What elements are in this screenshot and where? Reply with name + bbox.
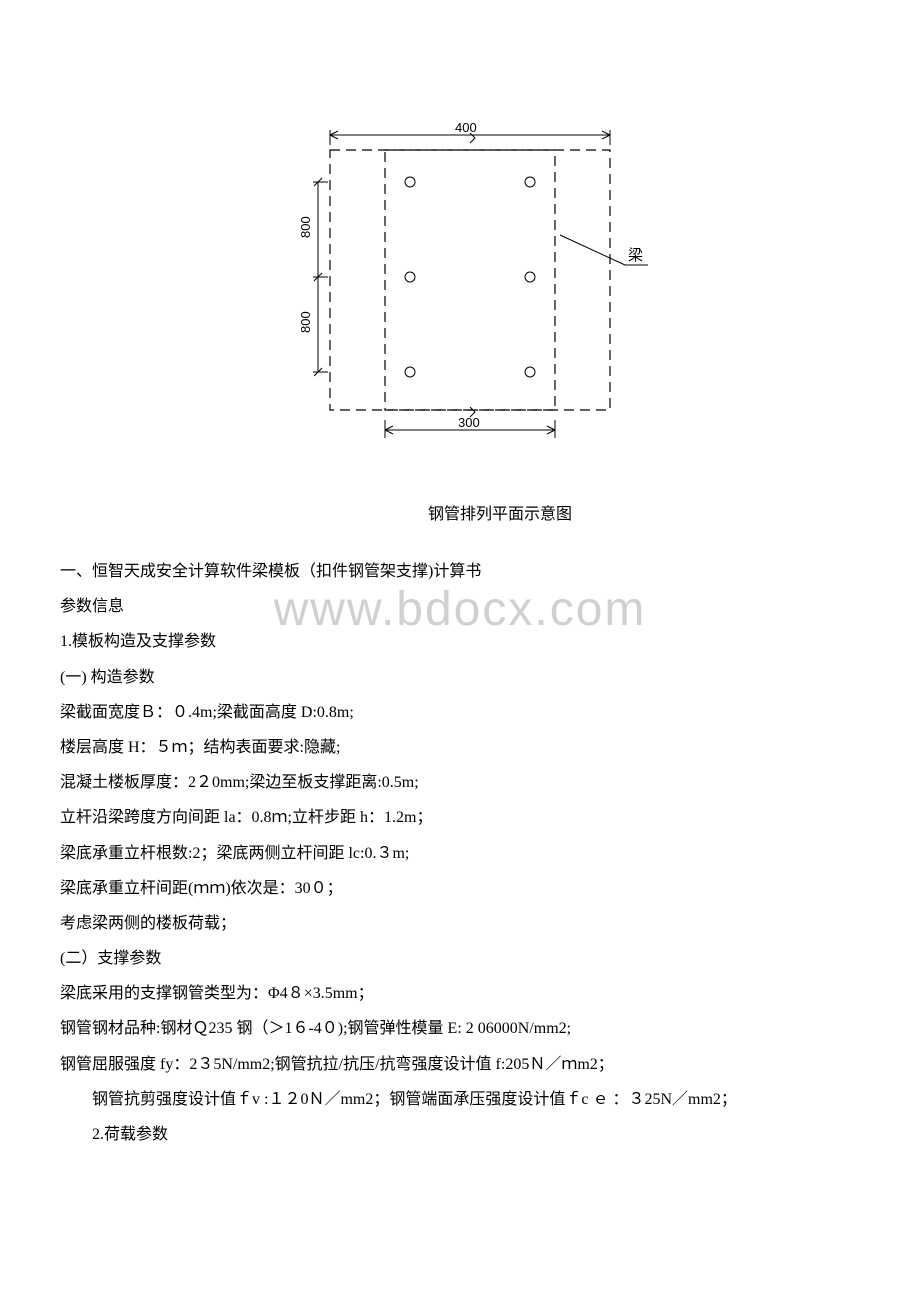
section-2-heading: 2.荷载参数: [60, 1117, 860, 1152]
diagram-container: 400 800 800: [60, 120, 860, 460]
param-line: 梁底采用的支撑钢管类型为：Φ4８×3.5mm；: [60, 976, 860, 1011]
diagram-caption: 钢管排列平面示意图: [140, 500, 860, 524]
param-info: 参数信息: [60, 589, 860, 624]
param-line: 钢管抗剪强度设计值ｆv :１２0Ｎ／mm2；钢管端面承压强度设计值ｆc ｅ ：３…: [60, 1082, 860, 1117]
document-content: 一、恒智天成安全计算软件梁模板（扣件钢管架支撑)计算书 参数信息 1.模板构造及…: [60, 554, 860, 1152]
dim-bottom: 300: [458, 415, 480, 430]
section-1-heading: 1.模板构造及支撑参数: [60, 624, 860, 659]
dim-left-2: 800: [298, 311, 313, 333]
param-line: 梁底承重立杆间距(ｍｍ)依次是：30０；: [60, 871, 860, 906]
param-line: 楼层高度 H：５ｍ；结构表面要求:隐藏;: [60, 730, 860, 765]
param-line: 混凝土楼板厚度：2２0mm;梁边至板支撑距离:0.5m;: [60, 765, 860, 800]
param-line: 立杆沿梁跨度方向间距 la：0.8ｍ;立杆步距 h：1.2m；: [60, 800, 860, 835]
beam-label: 梁: [628, 247, 643, 264]
param-line: 钢管钢材品种:钢材Ｑ235 钢（＞1６-4０);钢管弹性模量 E: 2 0600…: [60, 1011, 860, 1046]
dim-top: 400: [455, 120, 477, 135]
param-line: 钢管屈服强度 fy：2３5N/mm2;钢管抗拉/抗压/抗弯强度设计值 f:205…: [60, 1047, 860, 1082]
section-title: 一、恒智天成安全计算软件梁模板（扣件钢管架支撑)计算书: [60, 554, 860, 589]
subsection-1: (一) 构造参数: [60, 660, 860, 695]
param-line: 梁底承重立杆根数:2；梁底两侧立杆间距 lc:0.３m;: [60, 836, 860, 871]
steel-pipe-diagram: 400 800 800: [270, 120, 650, 460]
dim-left-1: 800: [298, 216, 313, 238]
param-line: 考虑梁两侧的楼板荷载；: [60, 906, 860, 941]
subsection-2: (二）支撑参数: [60, 941, 860, 976]
param-line: 梁截面宽度Ｂ：０.4m;梁截面高度 D:0.8m;: [60, 695, 860, 730]
